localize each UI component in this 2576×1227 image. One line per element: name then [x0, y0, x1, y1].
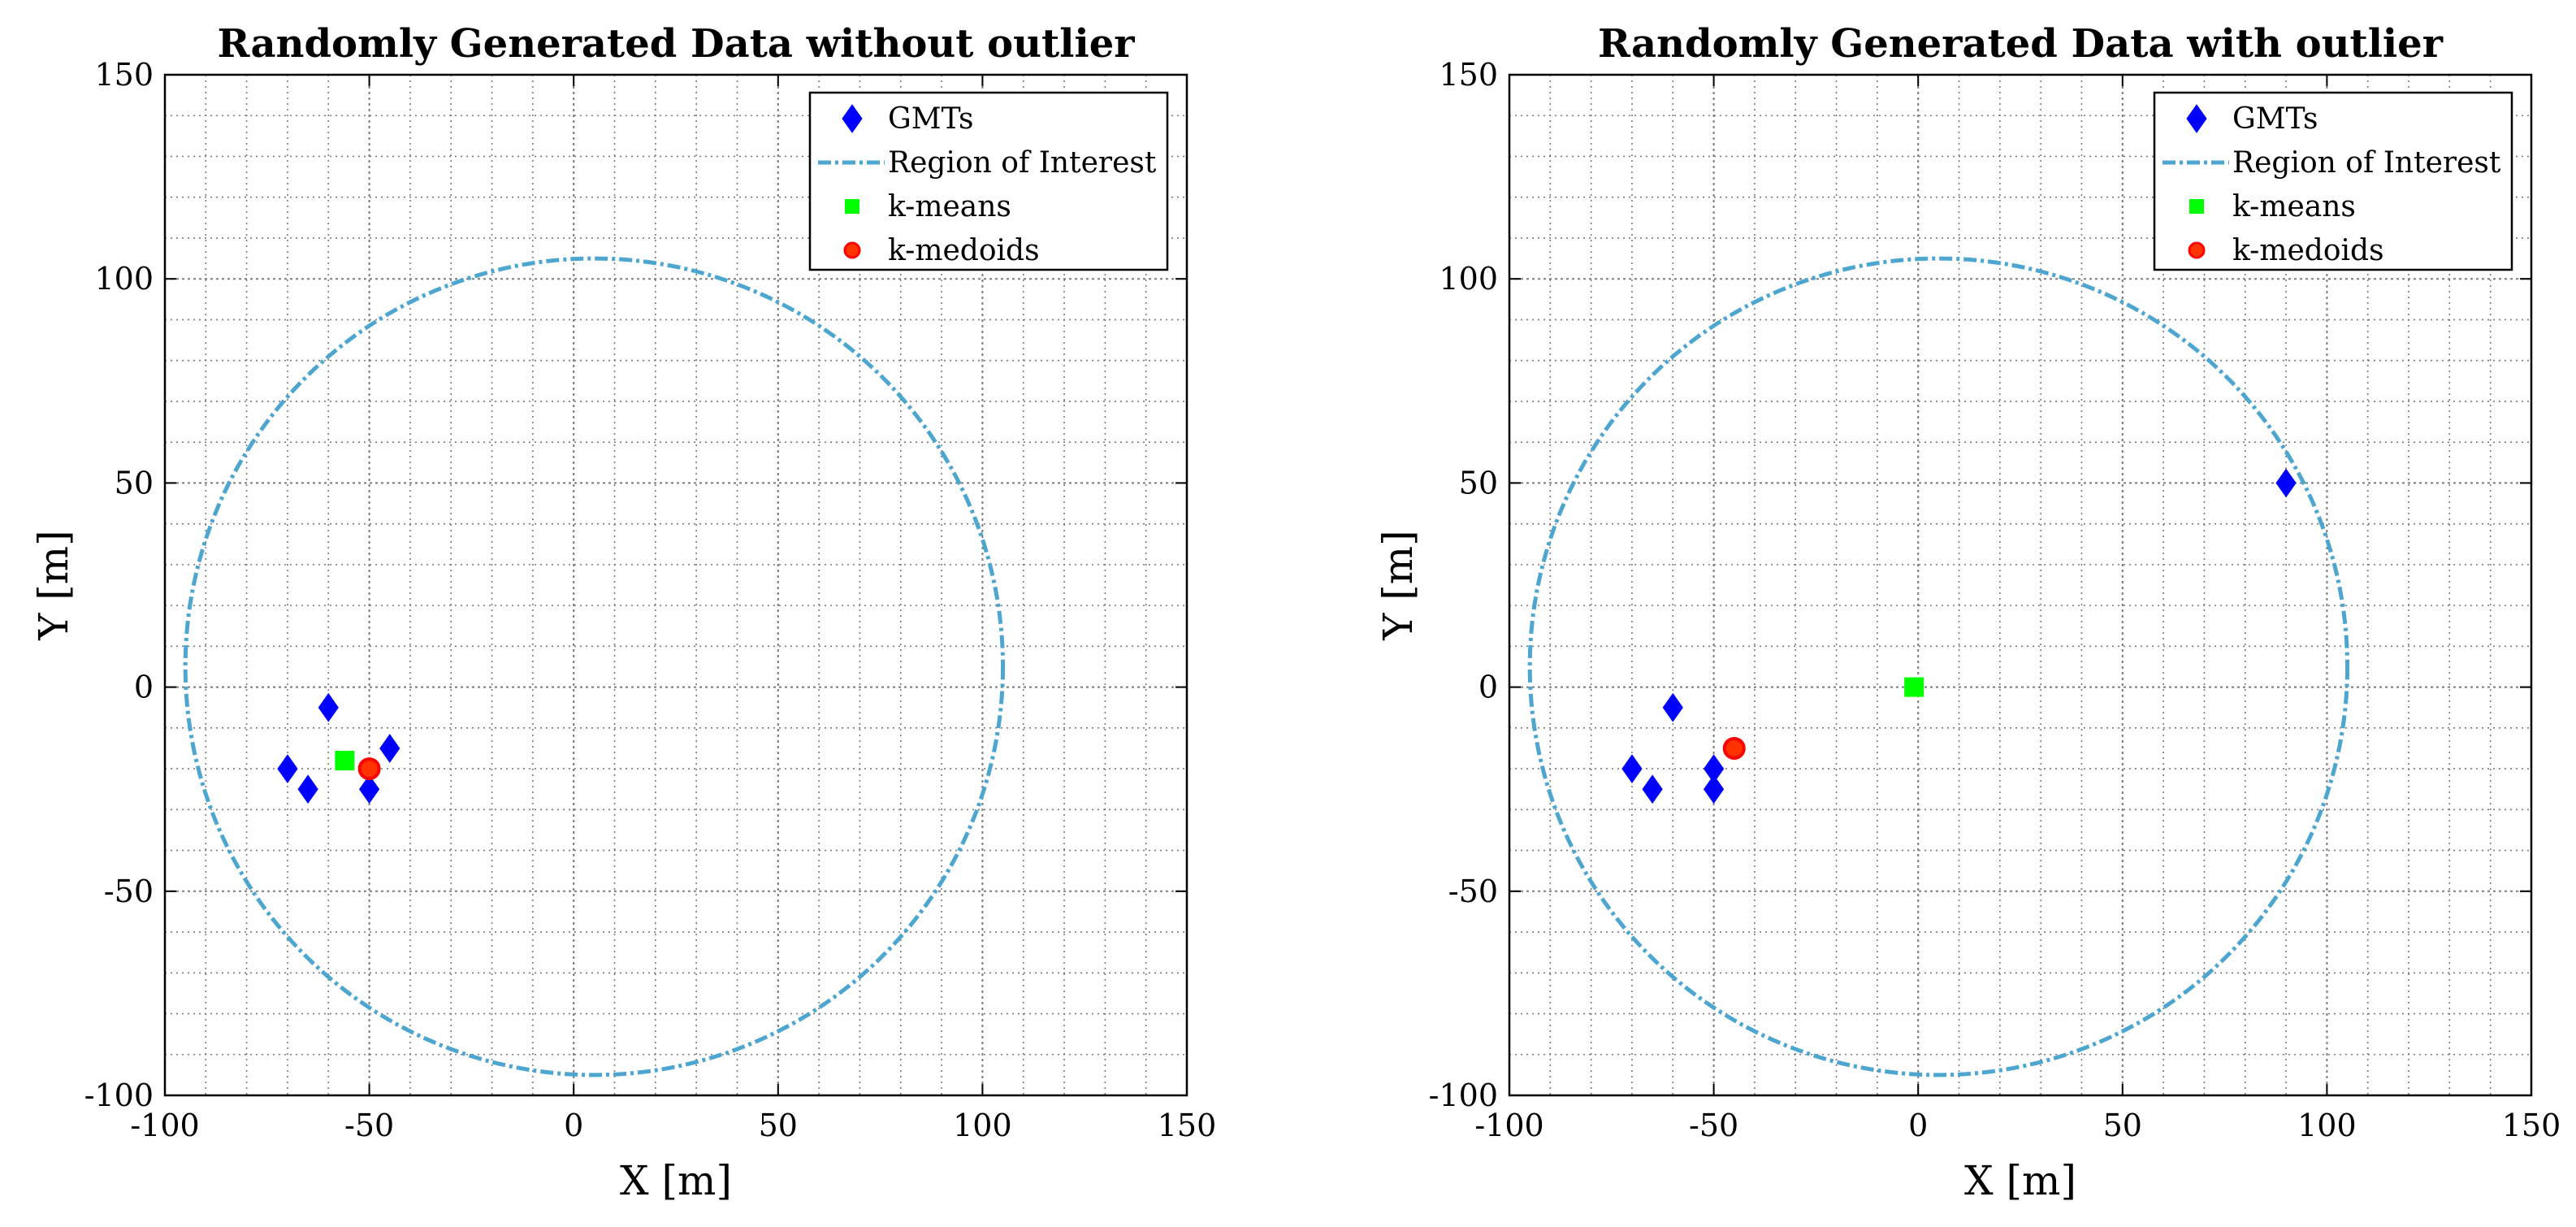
legend: GMTs Region of Interest k-means k-medoids	[808, 91, 1169, 271]
gmt-point	[318, 692, 339, 722]
x-tick-label: -100	[1474, 1108, 1543, 1143]
gmt-point	[277, 754, 298, 783]
y-tick-label: -50	[1448, 874, 1498, 909]
region-of-interest-circle	[183, 256, 1006, 1077]
x-tick-label: 100	[953, 1108, 1012, 1143]
x-tick-label: 150	[1158, 1108, 1217, 1143]
gmt-point	[1662, 692, 1683, 722]
series-k-medoids	[357, 757, 381, 781]
x-axis-label: X [m]	[1964, 1157, 2076, 1204]
x-tick-label: -100	[130, 1108, 199, 1143]
kmeans-point	[335, 751, 355, 771]
legend-label: GMTs	[888, 102, 974, 136]
series-gmts	[1621, 468, 2297, 804]
x-tick-label: 150	[2502, 1108, 2561, 1143]
legend-kmeans-icon	[2189, 199, 2204, 214]
kmedoids-point	[1722, 736, 1746, 760]
chart-title: Randomly Generated Data without outlier	[217, 21, 1135, 67]
gmt-point	[379, 734, 400, 763]
region-of-interest-circle	[1527, 256, 2350, 1077]
gmt-point	[1642, 774, 1663, 804]
y-tick-label: 50	[115, 465, 154, 501]
y-axis-label: Y [m]	[30, 530, 77, 640]
gmt-point	[358, 774, 380, 804]
legend-label: k-means	[2232, 190, 2356, 223]
y-tick-label: 100	[94, 261, 154, 297]
series-k-medoids	[1722, 736, 1746, 760]
x-tick-label: 50	[759, 1108, 798, 1143]
x-tick-label: 50	[2103, 1108, 2142, 1143]
x-tick-label: 0	[564, 1108, 583, 1143]
kmedoids-point	[357, 757, 381, 781]
y-tick-label: -50	[104, 874, 154, 909]
x-axis-label: X [m]	[620, 1157, 732, 1204]
x-tick-label: -50	[344, 1108, 394, 1143]
legend-label: Region of Interest	[888, 146, 1157, 180]
chart-panel-right: -100 -50 0 50 100 150 -100 -50 0 50 100 150 Randomly…	[1375, 21, 2561, 1204]
kmeans-point	[1904, 677, 1924, 697]
legend-kmedoids-icon	[843, 241, 861, 259]
gmt-point	[1703, 774, 1725, 804]
y-tick-label: -100	[1429, 1077, 1498, 1113]
gmt-point	[1621, 754, 1643, 783]
axes-box	[163, 73, 1188, 1097]
axes-box	[1508, 73, 2533, 1097]
legend-label: GMTs	[2232, 102, 2318, 136]
y-tick-label: 100	[1439, 261, 1498, 297]
legend-box	[2153, 91, 2513, 271]
y-tick-label: 0	[1478, 670, 1498, 705]
x-tick-label: 0	[1908, 1108, 1928, 1143]
gmt-point	[2275, 468, 2297, 498]
gmt-point	[297, 774, 318, 804]
series-k-means	[1904, 677, 1924, 697]
legend-label: k-medoids	[888, 234, 1040, 267]
x-tick-label: 100	[2297, 1108, 2357, 1143]
legend-kmedoids-icon	[2188, 241, 2206, 259]
legend-label: Region of Interest	[2232, 146, 2501, 180]
legend-gmt-icon	[842, 104, 863, 133]
series-gmts	[277, 692, 400, 804]
y-tick-label: 50	[1459, 465, 1498, 501]
y-tick-label: -100	[84, 1077, 154, 1113]
series-k-means	[335, 751, 355, 771]
chart-title: Randomly Generated Data with outlier	[1598, 21, 2444, 67]
legend: GMTs Region of Interest k-means k-medoids	[2153, 91, 2513, 271]
y-tick-label: 0	[134, 670, 154, 705]
x-tick-label: -50	[1689, 1108, 1738, 1143]
legend-label: k-means	[888, 190, 1011, 223]
y-tick-label: 150	[1439, 57, 1498, 93]
legend-kmeans-icon	[845, 199, 859, 214]
y-axis-label: Y [m]	[1375, 530, 1422, 640]
legend-gmt-icon	[2186, 104, 2207, 133]
y-tick-label: 150	[94, 57, 154, 93]
chart-panel-left: -100 -50 0 50 100 150 -100 -50 0 50 100 150 Randomly…	[30, 21, 1216, 1204]
legend-box	[808, 91, 1169, 271]
legend-label: k-medoids	[2232, 234, 2384, 267]
